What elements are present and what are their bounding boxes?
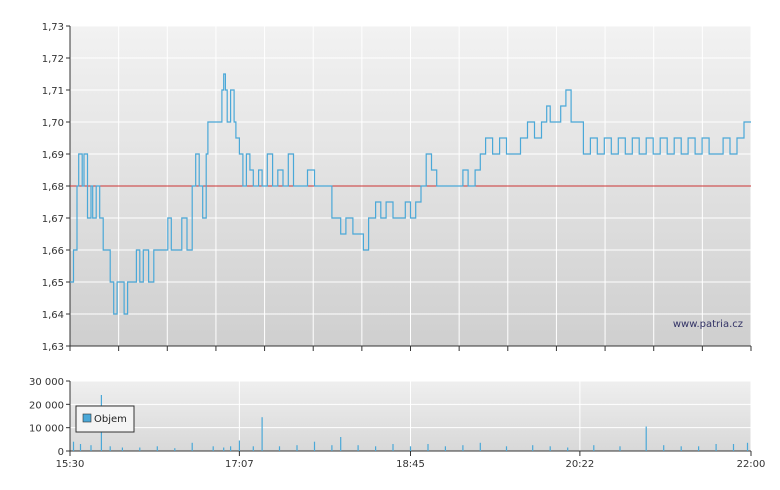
price-y-tick-label: 1,64: [42, 310, 64, 321]
volume-x-tick-label: 20:22: [565, 459, 594, 470]
legend-label: Objem: [94, 414, 127, 425]
volume-bar: [375, 446, 377, 451]
volume-x-tick-label: 22:00: [737, 459, 766, 470]
volume-bar: [715, 444, 717, 451]
volume-bar: [139, 447, 141, 451]
volume-x-tick-label: 15:30: [56, 459, 85, 470]
volume-x-tick-label: 17:07: [225, 459, 254, 470]
volume-y-tick-label: 20 000: [29, 400, 64, 411]
volume-bar: [392, 444, 394, 451]
volume-panel: 0 10 000 20 000 30 000 15:30 17:07 18:45 20:22…: [29, 377, 765, 470]
price-panel: 1,63 1,64 1,65 1,66 1,67 1,68 1,69 1,70 1,71 1,72…: [42, 22, 752, 353]
volume-bar: [72, 441, 75, 451]
volume-bar: [230, 446, 232, 451]
volume-bar: [427, 444, 429, 451]
volume-bar: [680, 446, 682, 451]
volume-bar: [223, 447, 225, 451]
volume-bar: [278, 446, 281, 451]
price-y-tick-label: 1,63: [42, 342, 64, 353]
volume-x-axis: 15:30 17:07 18:45 20:22 22:00: [56, 451, 766, 470]
volume-bar: [212, 446, 214, 451]
volume-y-tick-label: 10 000: [29, 424, 64, 435]
price-x-ticks: [69, 346, 752, 351]
volume-bar: [645, 426, 647, 451]
price-y-tick-label: 1,73: [42, 22, 64, 33]
price-y-axis: 1,63 1,64 1,65 1,66 1,67 1,68 1,69 1,70 1,71 1,72…: [42, 22, 71, 353]
price-y-tick-label: 1,71: [42, 86, 64, 97]
volume-bar: [663, 445, 665, 451]
price-y-tick-label: 1,65: [42, 278, 64, 289]
volume-bar: [567, 447, 569, 451]
price-y-tick-label: 1,69: [42, 150, 64, 161]
volume-bar: [191, 442, 193, 451]
volume-bar: [357, 445, 359, 451]
volume-bar: [746, 442, 749, 451]
volume-bar: [296, 445, 298, 451]
volume-bar: [479, 442, 481, 451]
volume-y-axis: 0 10 000 20 000 30 000: [29, 377, 71, 458]
volume-bar: [121, 447, 123, 451]
volume-bar: [619, 446, 621, 451]
volume-bar: [549, 446, 551, 451]
price-y-tick-label: 1,72: [42, 54, 64, 65]
volume-y-tick-label: 30 000: [29, 377, 64, 388]
volume-bar: [532, 445, 534, 451]
volume-bar: [174, 448, 176, 451]
price-y-tick-label: 1,67: [42, 214, 64, 225]
watermark: www.patria.cz: [673, 319, 743, 330]
price-series-line: [70, 73, 751, 315]
price-y-tick-label: 1,70: [42, 118, 64, 129]
volume-bar: [109, 446, 111, 451]
price-y-tick-label: 1,66: [42, 246, 64, 257]
volume-bar: [593, 445, 595, 451]
volume-bar: [444, 446, 446, 451]
volume-bar: [252, 446, 254, 451]
volume-bar: [313, 441, 316, 451]
volume-bar: [90, 445, 92, 451]
legend-swatch: [82, 413, 92, 423]
volume-bar: [156, 446, 158, 451]
volume-bar: [505, 446, 508, 451]
volume-bar: [261, 417, 263, 451]
volume-bar: [79, 444, 82, 451]
volume-bar: [331, 445, 333, 451]
price-y-tick-label: 1,68: [42, 182, 64, 193]
volume-grid: [69, 380, 752, 452]
volume-y-tick-label: 0: [58, 447, 64, 458]
volume-legend: Objem: [75, 405, 135, 433]
volume-x-tick-label: 18:45: [396, 459, 425, 470]
volume-bar: [409, 446, 412, 451]
volume-bar: [462, 445, 464, 451]
volume-bar: [238, 440, 240, 451]
volume-bar: [698, 446, 700, 451]
volume-bar: [340, 437, 342, 451]
volume-bar: [732, 444, 735, 451]
